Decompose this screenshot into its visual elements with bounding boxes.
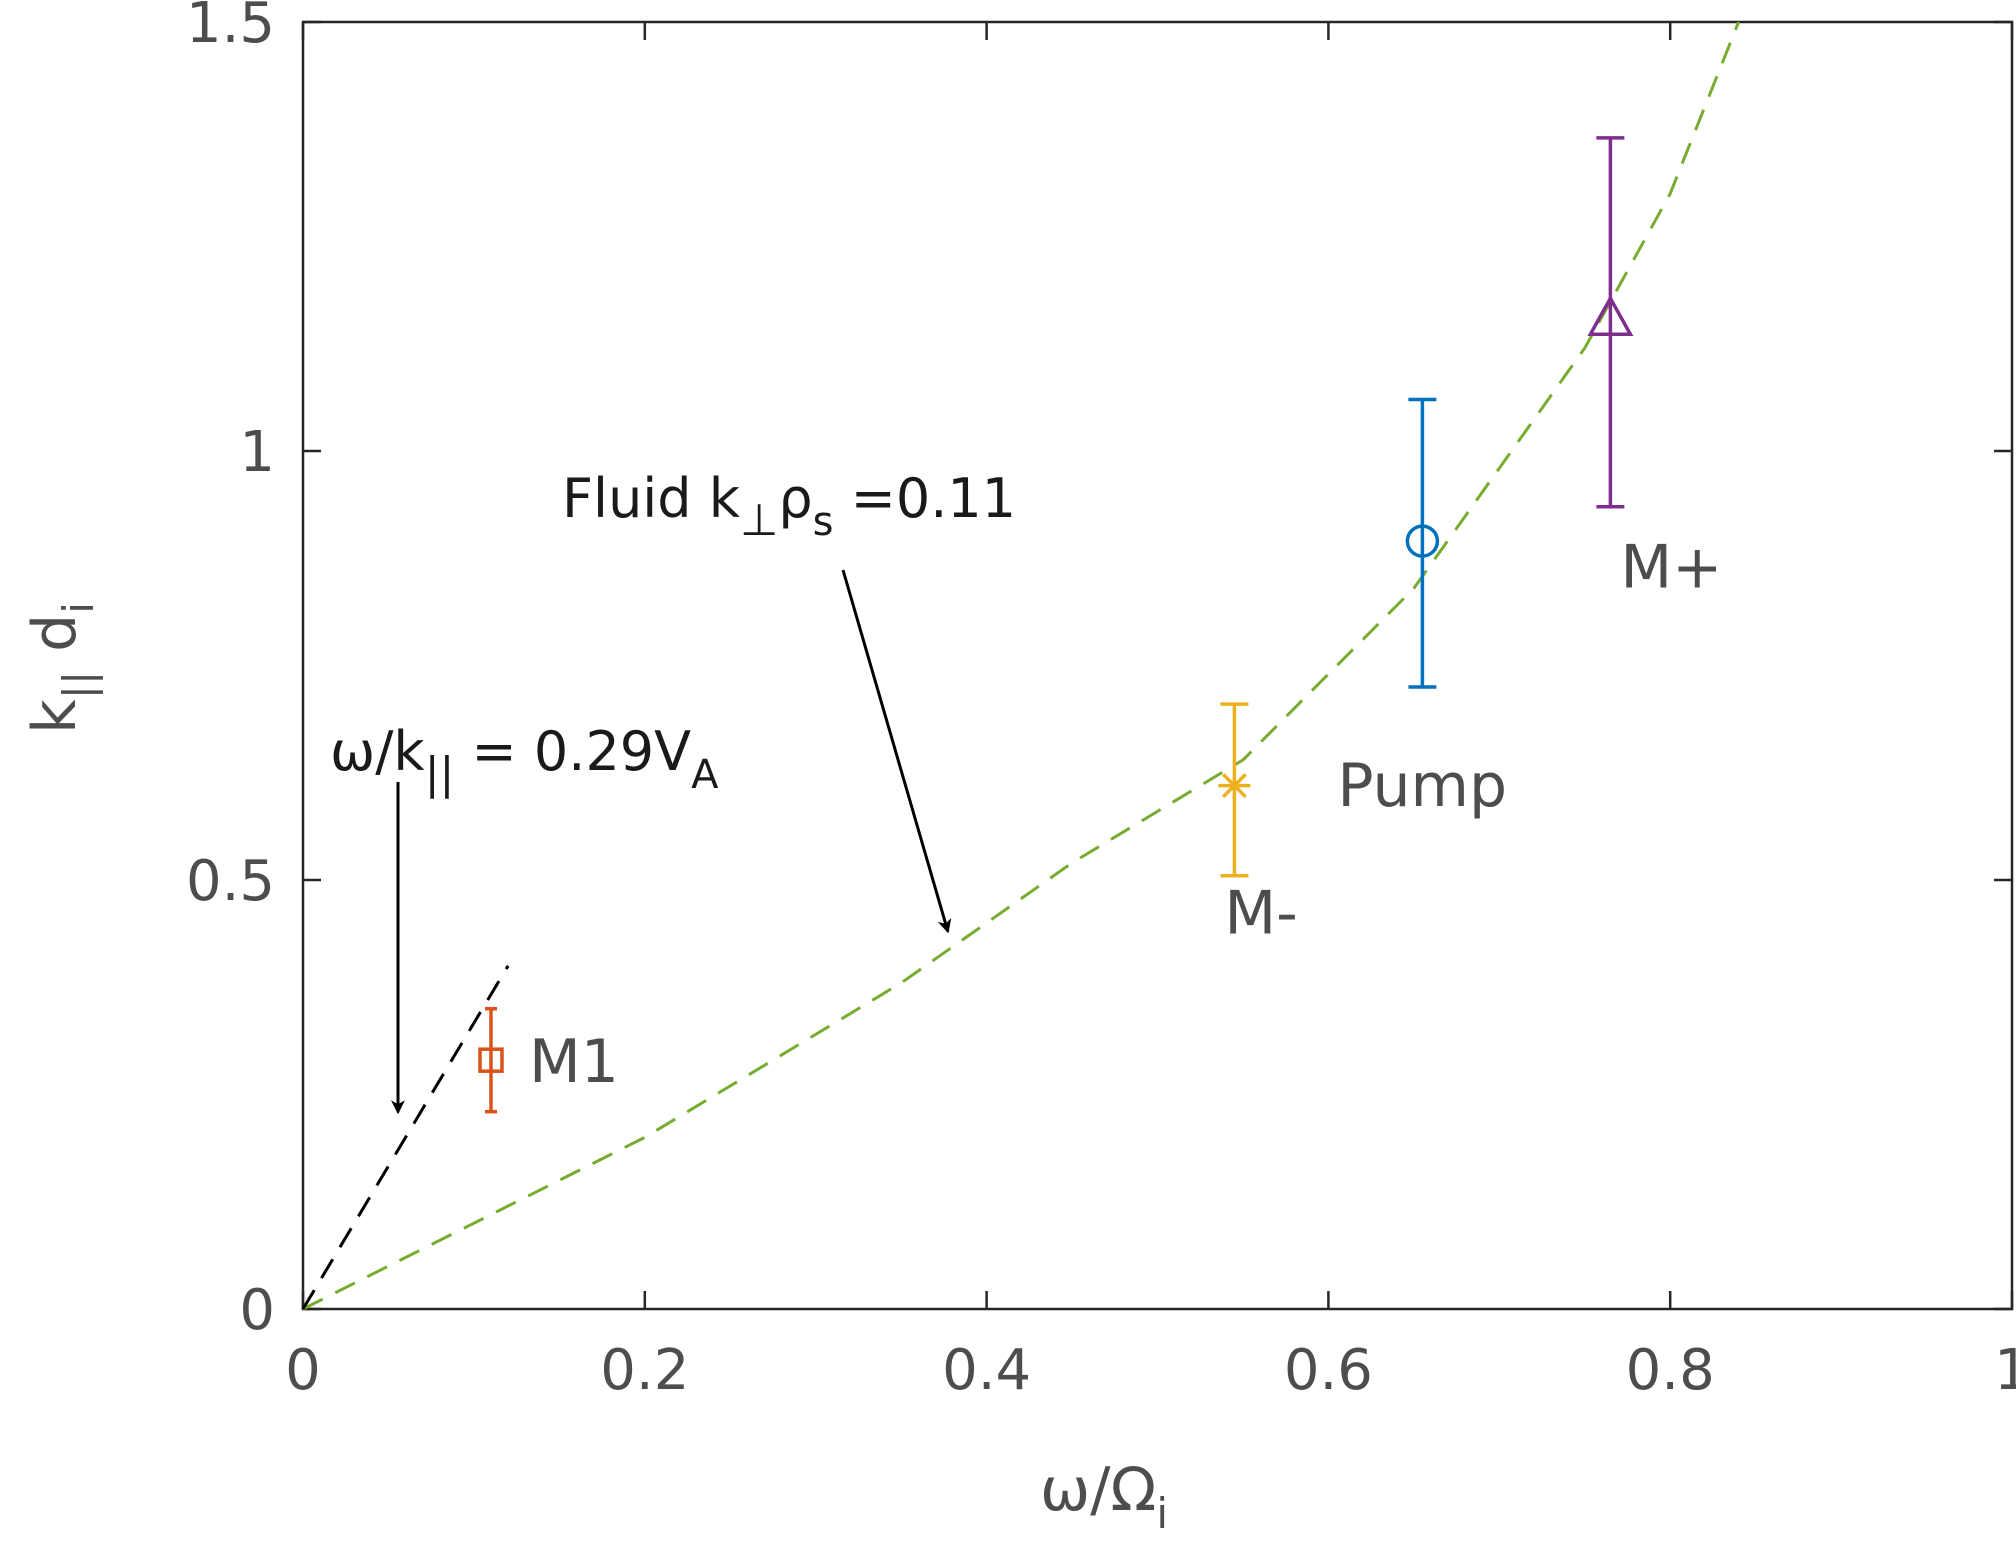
x-tick-label: 0.4 [942,1338,1031,1403]
axis-tick-labels: 0 0.2 0.4 0.6 0.8 1 0 0.5 1 1.5 [186,0,2016,1403]
point-label-m: M- [1224,879,1297,949]
y-tick-label: 1.5 [186,0,275,56]
x-tick-label: 0.6 [1284,1338,1373,1403]
alfven-phase-speed-line [301,965,510,1310]
x-tick-label: 0.2 [600,1338,689,1403]
marker-m1 [478,1047,504,1073]
y-tick-label: 0.5 [186,849,275,914]
fluid-annotation-arrow [841,569,952,934]
plot-frame [301,20,2014,1311]
marker-pump [1405,524,1440,558]
fluid-dispersion-curve [302,21,1740,1311]
curves [301,21,1740,1311]
x-tick-label: 0 [285,1338,321,1403]
y-axis-label: k|| di [20,602,103,734]
point-label-pump: Pump [1337,751,1507,821]
y-tick-label: 0 [239,1278,275,1343]
data-point-labels: M1 M- Pump M+ [529,532,1722,1097]
x-tick-label: 1 [1994,1338,2016,1403]
marker-m-d2 [1221,773,1247,799]
x-tick-label: 0.8 [1626,1338,1715,1403]
annotations: Fluid k⊥ρs =0.11 ω/k|| = 0.29VA [330,467,1016,1115]
point-label-m1: M1 [529,1027,619,1097]
y-tick-label: 1 [239,420,275,485]
axis-ticks [301,20,2014,1311]
data-points [478,136,1634,1114]
x-axis-label: ω/Ωi [1040,1455,1168,1538]
alfven-annotation-text: ω/k|| = 0.29VA [330,720,719,799]
fluid-annotation-text: Fluid k⊥ρs =0.11 [562,467,1016,546]
marker-m [1587,294,1634,337]
point-label-m: M+ [1620,532,1722,602]
